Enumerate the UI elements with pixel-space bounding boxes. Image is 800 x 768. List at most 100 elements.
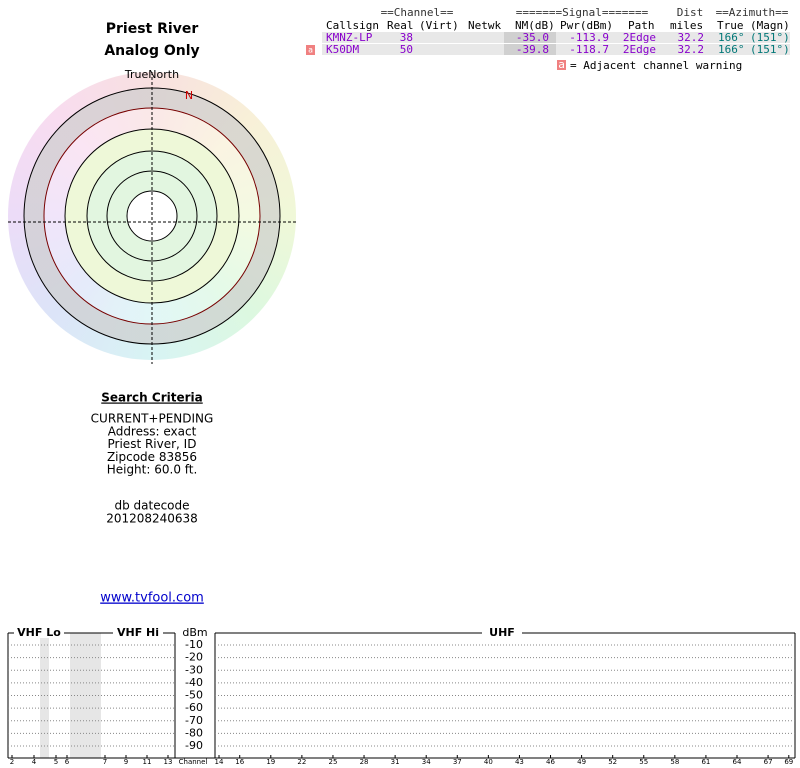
y-tick-label: -30 bbox=[185, 663, 203, 676]
x-tick-label: 46 bbox=[546, 758, 555, 766]
flag-box bbox=[306, 45, 315, 55]
group-header: ==Channel== bbox=[381, 6, 454, 19]
column-header: True bbox=[717, 19, 744, 32]
x-tick-label: 25 bbox=[328, 758, 337, 766]
x-tick-label: 31 bbox=[391, 758, 400, 766]
x-tick-label: 64 bbox=[733, 758, 742, 766]
cell-real: 50 bbox=[400, 43, 413, 56]
x-tick-label: 2 bbox=[10, 758, 14, 766]
x-tick-label: 11 bbox=[143, 758, 152, 766]
flag: a bbox=[308, 46, 313, 55]
uhf-label: UHF bbox=[489, 626, 515, 639]
x-tick-label: 6 bbox=[65, 758, 70, 766]
label-bg bbox=[14, 626, 64, 638]
x-tick-label: 19 bbox=[266, 758, 275, 766]
x-tick-label: 61 bbox=[701, 758, 710, 766]
group-header: =======Signal======= bbox=[516, 6, 649, 19]
db-label: db datecode bbox=[114, 499, 189, 513]
x-tick-label: 55 bbox=[639, 758, 648, 766]
cell-miles: 32.2 bbox=[678, 43, 705, 56]
nm-background bbox=[504, 44, 556, 55]
station-table: ==Channel== =======Signal======= Dist ==Azi… bbox=[306, 6, 790, 56]
x-tick-label: 5 bbox=[54, 758, 58, 766]
x-axis-label: Channel bbox=[179, 758, 208, 766]
x-tick-label: 9 bbox=[124, 758, 128, 766]
cell-real: 38 bbox=[400, 31, 413, 44]
x-tick-label: 40 bbox=[484, 758, 493, 766]
subtitle: Analog Only bbox=[104, 43, 199, 59]
x-tick-label: 43 bbox=[515, 758, 524, 766]
cell-callsign: KMNZ-LP bbox=[326, 31, 373, 44]
x-tick-label: 37 bbox=[453, 758, 462, 766]
y-tick-label: -70 bbox=[185, 714, 203, 727]
cell-nm: -39.8 bbox=[516, 43, 549, 56]
x-tick-label: 13 bbox=[164, 758, 173, 766]
x-tick-label: 67 bbox=[764, 758, 773, 766]
vhf-lo-label: VHF Lo bbox=[17, 626, 61, 639]
y-tick-label: -40 bbox=[185, 676, 203, 689]
column-header: Callsign bbox=[326, 19, 379, 32]
y-axis-label: dBm bbox=[182, 626, 207, 639]
x-tick-label: 69 bbox=[784, 758, 793, 766]
cell-nm: -35.0 bbox=[516, 31, 549, 44]
cell-true-az: 166° bbox=[718, 31, 745, 44]
spectrum: -10-20-30-40-50-60-70-80-902 4 5 6 7 9 11 13 14 1… bbox=[8, 638, 795, 766]
x-tick-label: 34 bbox=[422, 758, 431, 766]
x-tick-label: 49 bbox=[577, 758, 586, 766]
group-header: ==Azimuth== bbox=[716, 6, 789, 19]
search-line: Height: 60.0 ft. bbox=[107, 463, 198, 477]
cell-callsign: K50DM bbox=[326, 43, 359, 56]
x-tick-label: 52 bbox=[608, 758, 617, 766]
y-tick-label: -10 bbox=[185, 638, 203, 651]
label-bg bbox=[482, 626, 522, 638]
north-marker: N bbox=[185, 89, 193, 102]
search-line: Zipcode 83856 bbox=[107, 450, 197, 464]
cell-pwr: -118.7 bbox=[569, 43, 609, 56]
cell-miles: 32.2 bbox=[678, 31, 705, 44]
legend-icon: a bbox=[558, 58, 565, 71]
column-header: Path bbox=[628, 19, 655, 32]
x-tick-label: 28 bbox=[360, 758, 369, 766]
cell-path: 2Edge bbox=[623, 43, 656, 56]
column-header: (Virt) bbox=[419, 19, 459, 32]
column-header: Netwk bbox=[468, 19, 501, 32]
y-tick-label: -80 bbox=[185, 726, 203, 739]
column-header: Pwr(dBm) bbox=[560, 19, 613, 32]
x-tick-label: 14 bbox=[215, 758, 224, 766]
y-tick-label: -20 bbox=[185, 651, 203, 664]
group-header: Dist bbox=[677, 6, 704, 19]
link[interactable]: www.tvfool.com bbox=[100, 591, 204, 606]
y-tick-label: -50 bbox=[185, 689, 203, 702]
title: Priest River bbox=[106, 21, 199, 37]
y-tick-label: -60 bbox=[185, 701, 203, 714]
nm-background bbox=[504, 32, 556, 43]
x-tick-label: 22 bbox=[297, 758, 306, 766]
x-tick-label: 58 bbox=[670, 758, 679, 766]
search-title: Search Criteria bbox=[101, 391, 202, 405]
label-bg bbox=[113, 626, 163, 638]
column-header: (Magn) bbox=[750, 19, 790, 32]
y-tick-label: -90 bbox=[185, 739, 203, 752]
x-tick-label: 4 bbox=[32, 758, 37, 766]
db-code: 201208240638 bbox=[106, 512, 198, 526]
legend-text: = Adjacent channel warning bbox=[570, 59, 742, 72]
cell-magn: (151°) bbox=[750, 31, 790, 44]
column-header: NM(dB) bbox=[515, 19, 555, 32]
search-line: CURRENT+PENDING bbox=[91, 412, 214, 426]
x-tick-label: 7 bbox=[103, 758, 107, 766]
x-tick-label: 16 bbox=[235, 758, 244, 766]
crosshair bbox=[8, 72, 296, 364]
compass-rings bbox=[23, 87, 281, 345]
cell-magn: (151°) bbox=[750, 43, 790, 56]
column-header: Real bbox=[387, 19, 414, 32]
vhf-hi-label: VHF Hi bbox=[117, 626, 159, 639]
legend-icon-box bbox=[557, 60, 566, 70]
column-header: miles bbox=[670, 19, 703, 32]
cell-pwr: -113.9 bbox=[569, 31, 609, 44]
cell-path: 2Edge bbox=[623, 31, 656, 44]
search-line: Address: exact bbox=[108, 424, 197, 438]
search-line: Priest River, ID bbox=[108, 437, 197, 451]
